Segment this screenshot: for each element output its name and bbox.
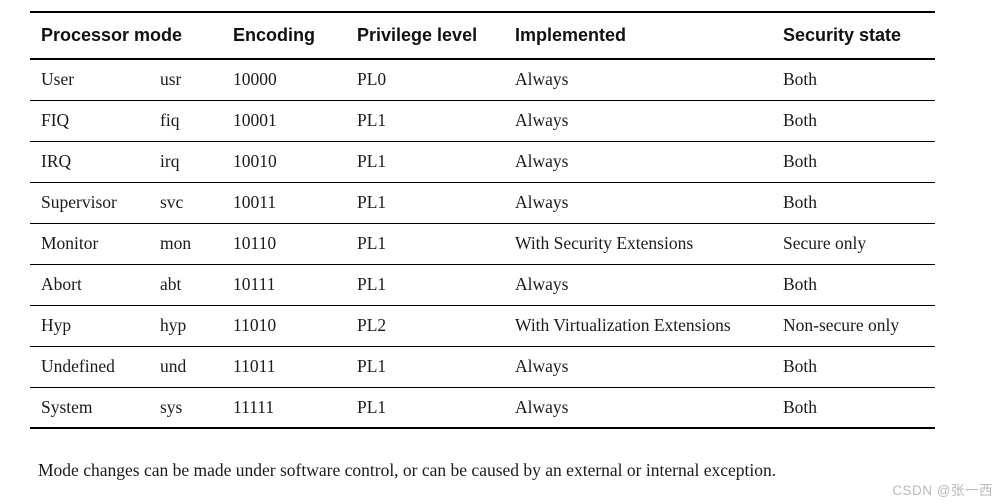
- header-row: Processor mode Encoding Privilege level …: [30, 12, 935, 60]
- col-header-encoding: Encoding: [233, 12, 357, 60]
- col-header-processor-mode: Processor mode: [30, 12, 233, 60]
- mode-cell: FIQ: [30, 100, 160, 142]
- encoding-cell: 10010: [233, 141, 357, 183]
- table-row: Monitor mon 10110 PL1 With Security Extensio…: [30, 223, 935, 265]
- encoding-cell: 11011: [233, 346, 357, 388]
- privilege-cell: PL0: [357, 59, 515, 101]
- encoding-cell: 10111: [233, 264, 357, 306]
- mode-cell: System: [30, 387, 160, 429]
- mode-cell: Hyp: [30, 305, 160, 347]
- security-cell: Both: [783, 141, 935, 183]
- privilege-cell: PL1: [357, 223, 515, 265]
- abbr-cell: hyp: [160, 305, 233, 347]
- table-row: Undefined und 11011 PL1 Always Both: [30, 346, 935, 388]
- mode-cell: Supervisor: [30, 182, 160, 224]
- mode-cell: Monitor: [30, 223, 160, 265]
- table-row: FIQ fiq 10001 PL1 Always Both: [30, 100, 935, 142]
- csdn-watermark: CSDN @张一西: [892, 483, 993, 498]
- security-cell: Both: [783, 182, 935, 224]
- implemented-cell: Always: [515, 59, 783, 101]
- encoding-cell: 11010: [233, 305, 357, 347]
- mode-cell: Undefined: [30, 346, 160, 388]
- privilege-cell: PL2: [357, 305, 515, 347]
- implemented-cell: Always: [515, 141, 783, 183]
- abbr-cell: fiq: [160, 100, 233, 142]
- abbr-cell: und: [160, 346, 233, 388]
- privilege-cell: PL1: [357, 387, 515, 429]
- abbr-cell: svc: [160, 182, 233, 224]
- abbr-cell: irq: [160, 141, 233, 183]
- mode-cell: IRQ: [30, 141, 160, 183]
- implemented-cell: With Virtualization Extensions: [515, 305, 783, 347]
- table-row: Supervisor svc 10011 PL1 Always Both: [30, 182, 935, 224]
- implemented-cell: Always: [515, 182, 783, 224]
- table-row: Abort abt 10111 PL1 Always Both: [30, 264, 935, 306]
- encoding-cell: 10001: [233, 100, 357, 142]
- security-cell: Both: [783, 100, 935, 142]
- encoding-cell: 11111: [233, 387, 357, 429]
- implemented-cell: Always: [515, 387, 783, 429]
- privilege-cell: PL1: [357, 100, 515, 142]
- abbr-cell: sys: [160, 387, 233, 429]
- implemented-cell: Always: [515, 100, 783, 142]
- table-body: User usr 10000 PL0 Always Both FIQ fiq 10001 PL1 A…: [30, 59, 935, 429]
- table-row: User usr 10000 PL0 Always Both: [30, 59, 935, 101]
- encoding-cell: 10000: [233, 59, 357, 101]
- implemented-cell: Always: [515, 264, 783, 306]
- privilege-cell: PL1: [357, 264, 515, 306]
- encoding-cell: 10011: [233, 182, 357, 224]
- encoding-cell: 10110: [233, 223, 357, 265]
- mode-cell: Abort: [30, 264, 160, 306]
- security-cell: Secure only: [783, 223, 935, 265]
- implemented-cell: With Security Extensions: [515, 223, 783, 265]
- privilege-cell: PL1: [357, 141, 515, 183]
- table-row: System sys 11111 PL1 Always Both: [30, 387, 935, 429]
- footnote: Mode changes can be made under software …: [38, 460, 777, 480]
- implemented-cell: Always: [515, 346, 783, 388]
- security-cell: Both: [783, 387, 935, 429]
- abbr-cell: abt: [160, 264, 233, 306]
- table-row: Hyp hyp 11010 PL2 With Virtualization Extens…: [30, 305, 935, 347]
- abbr-cell: usr: [160, 59, 233, 101]
- security-cell: Both: [783, 346, 935, 388]
- security-cell: Both: [783, 59, 935, 101]
- col-header-privilege-level: Privilege level: [357, 12, 515, 60]
- col-header-security-state: Security state: [783, 12, 935, 60]
- processor-modes-table: Processor mode Encoding Privilege level …: [30, 11, 935, 429]
- col-header-implemented: Implemented: [515, 12, 783, 60]
- privilege-cell: PL1: [357, 182, 515, 224]
- security-cell: Non-secure only: [783, 305, 935, 347]
- security-cell: Both: [783, 264, 935, 306]
- mode-cell: User: [30, 59, 160, 101]
- table-row: IRQ irq 10010 PL1 Always Both: [30, 141, 935, 183]
- abbr-cell: mon: [160, 223, 233, 265]
- privilege-cell: PL1: [357, 346, 515, 388]
